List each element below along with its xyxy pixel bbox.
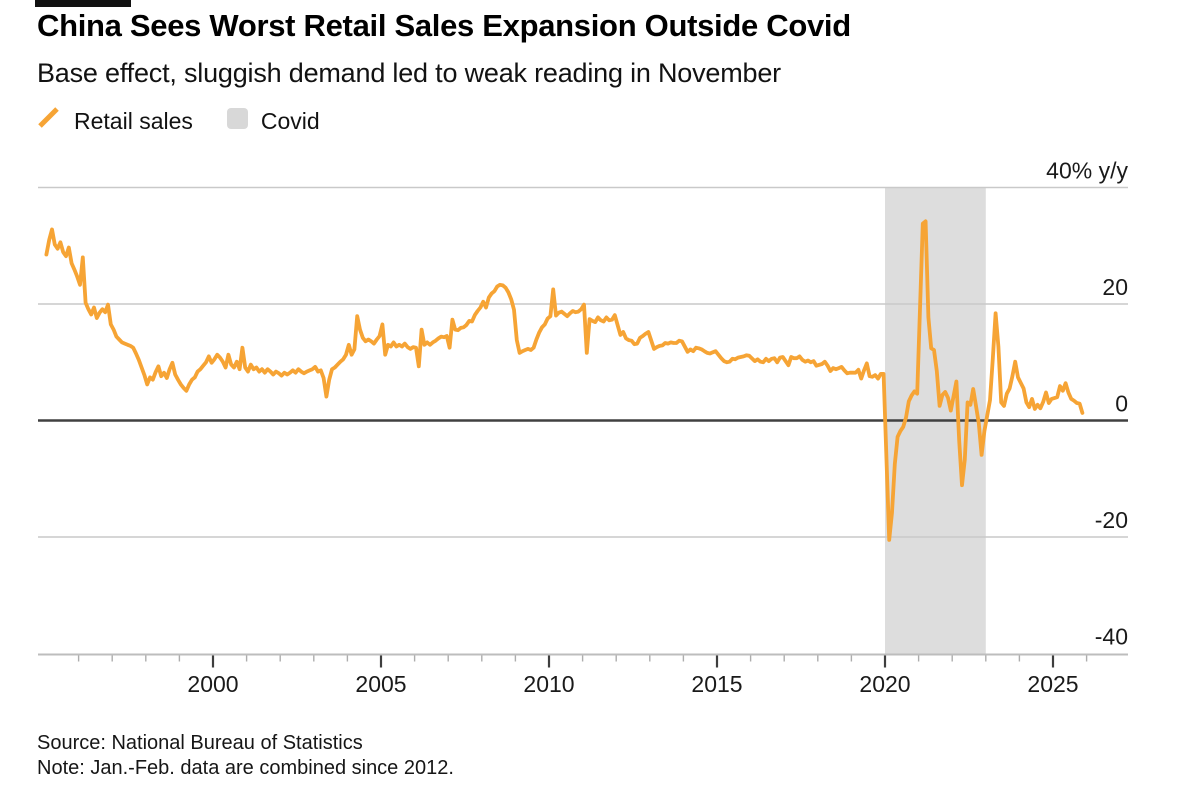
x-tick-label: 2025	[1027, 671, 1078, 697]
page-title: China Sees Worst Retail Sales Expansion …	[37, 8, 851, 43]
y-tick-label: 0	[1115, 391, 1128, 417]
source-note: Source: National Bureau of Statistics	[37, 732, 363, 754]
chart-footer: Source: National Bureau of Statistics No…	[37, 731, 454, 781]
x-tick-label: 2000	[187, 671, 238, 697]
chart-legend: Retail sales Covid	[37, 106, 320, 136]
page-subtitle: Base effect, sluggish demand led to weak…	[37, 58, 781, 88]
legend-label-covid: Covid	[260, 107, 320, 134]
x-tick-label: 2020	[859, 671, 910, 697]
y-tick-label: -20	[1095, 507, 1128, 533]
retail-sales-line	[44, 219, 1085, 542]
y-tick-label: 20	[1102, 274, 1128, 300]
top-left-black-bar	[35, 0, 131, 7]
x-tick-label: 2005	[355, 671, 406, 697]
covid-band-icon	[226, 107, 248, 135]
retail-sales-line-icon	[37, 106, 61, 136]
y-tick-label: 40% y/y	[1046, 158, 1128, 184]
methodology-note: Note: Jan.-Feb. data are combined since …	[37, 757, 454, 779]
y-tick-label: -40	[1095, 624, 1128, 650]
x-tick-label: 2010	[523, 671, 574, 697]
x-tick-label: 2015	[691, 671, 742, 697]
legend-label-retail-sales: Retail sales	[74, 107, 193, 134]
